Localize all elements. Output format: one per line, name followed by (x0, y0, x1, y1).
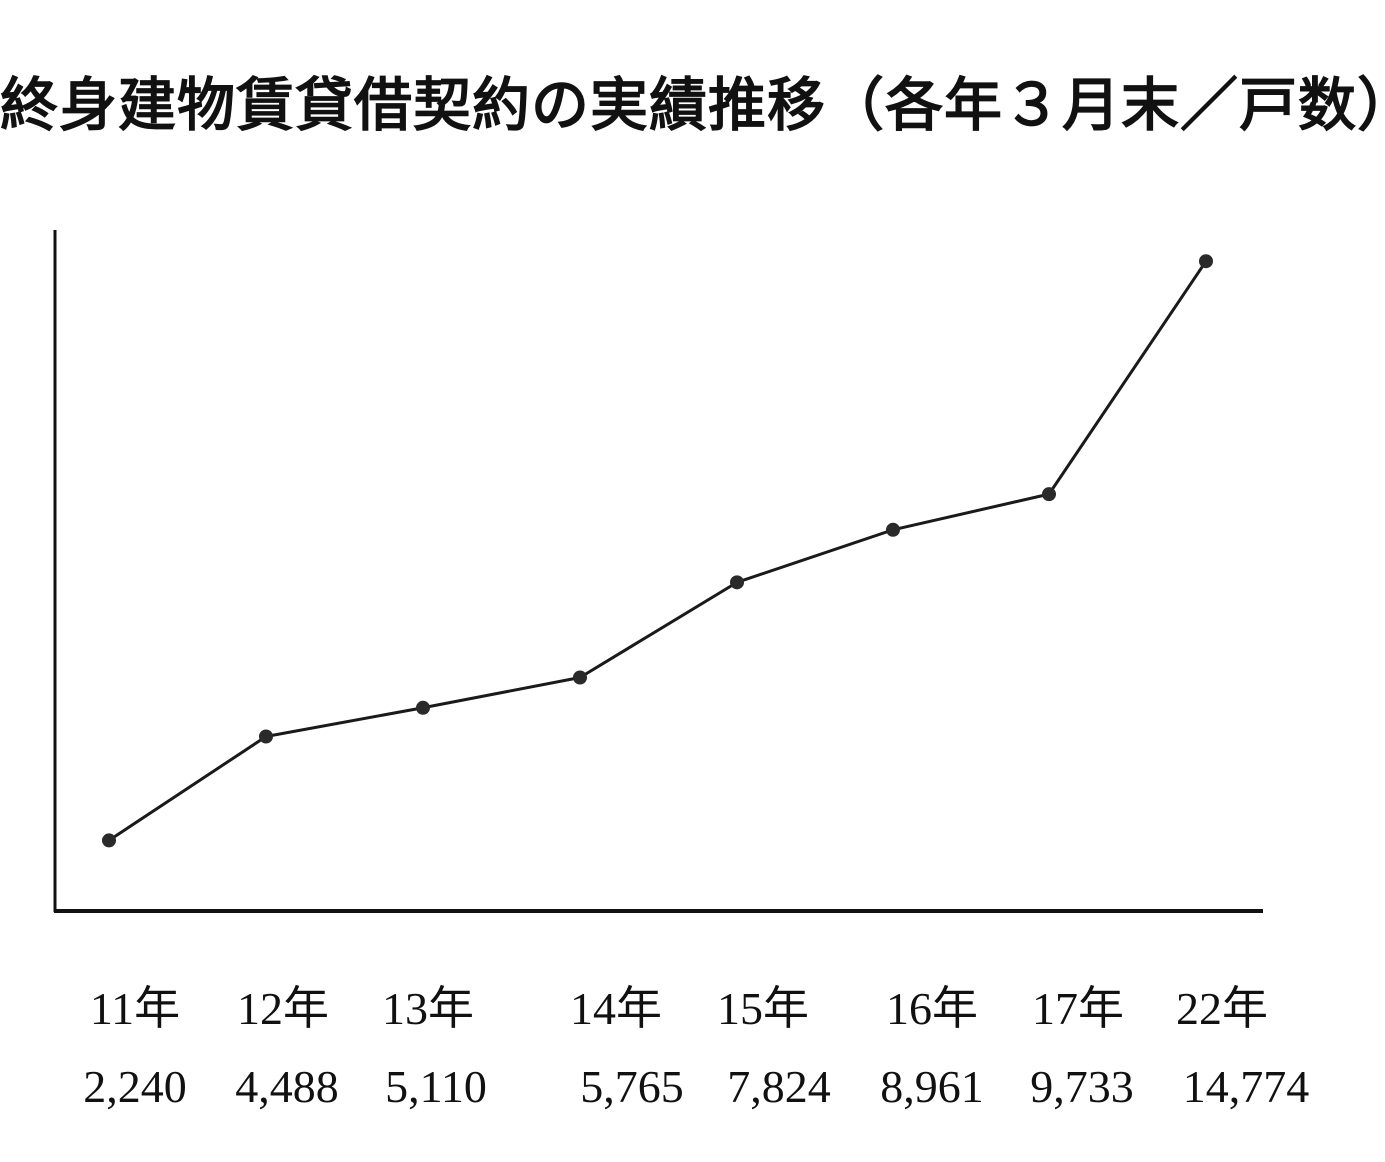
data-value-label: 14,774 (1182, 1061, 1310, 1112)
data-point (1042, 487, 1056, 502)
x-tick-label: 15年 (717, 983, 809, 1034)
series-line (108, 260, 1208, 842)
data-point (886, 522, 900, 537)
data-point (573, 670, 587, 685)
x-tick-label: 13年 (382, 983, 474, 1034)
data-value-label: 5,110 (385, 1061, 487, 1112)
data-value-label: 4,488 (235, 1061, 339, 1112)
chart-title: 終身建物賃貸借契約の実績推移（各年３月末／戸数） (0, 71, 1385, 139)
data-point (416, 700, 430, 715)
data-point (1199, 254, 1213, 269)
data-value-label: 5,765 (580, 1061, 684, 1112)
x-tick-label: 14年 (570, 983, 662, 1034)
x-tick-label: 22年 (1176, 983, 1268, 1034)
data-value-label: 2,240 (83, 1061, 187, 1112)
data-value-label: 7,824 (727, 1061, 831, 1112)
data-markers (102, 254, 1213, 848)
x-tick-label: 16年 (886, 983, 978, 1034)
x-tick-label: 17年 (1032, 983, 1124, 1034)
x-tick-label: 11年 (89, 983, 181, 1034)
x-tick-label: 12年 (237, 983, 329, 1034)
data-point (102, 833, 116, 848)
data-point (730, 575, 744, 590)
data-value-label: 8,961 (880, 1061, 984, 1112)
data-point (259, 729, 273, 744)
data-value-label: 9,733 (1030, 1061, 1134, 1112)
